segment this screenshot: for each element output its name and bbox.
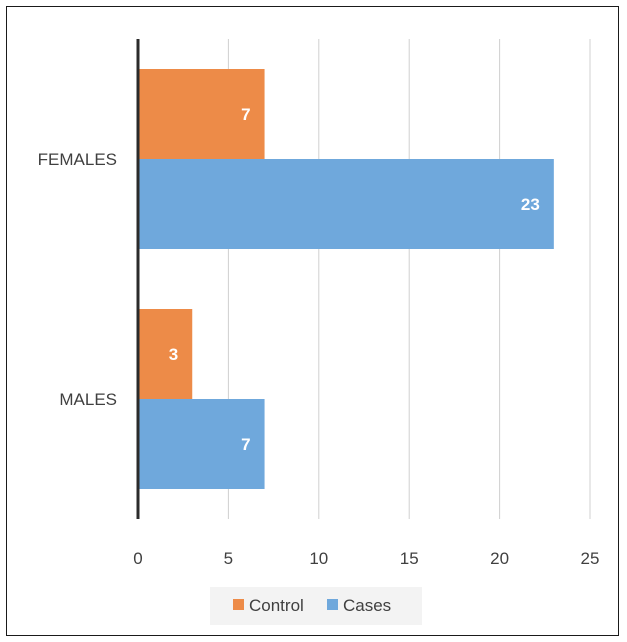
bar-cases-males (138, 399, 265, 489)
data-label: 7 (241, 435, 250, 454)
x-tick-label: 0 (133, 549, 142, 568)
x-tick-label: 25 (581, 549, 600, 568)
x-tick-label: 10 (309, 549, 328, 568)
data-label: 7 (241, 105, 250, 124)
data-label: 23 (521, 195, 540, 214)
bar-layer (138, 69, 554, 489)
legend-box (210, 587, 422, 625)
x-tick-label: 20 (490, 549, 509, 568)
x-tick-label: 15 (400, 549, 419, 568)
chart-svg: 0 5 10 15 20 25 7 23 FEMALES 3 7 MALES Control Cases (38, 39, 600, 625)
legend-label: Cases (343, 596, 391, 615)
category-label: FEMALES (38, 150, 117, 169)
label-layer: 0 5 10 15 20 25 7 23 FEMALES 3 7 MALES (38, 105, 600, 568)
legend-layer: Control Cases (210, 587, 422, 625)
bar-control-females (138, 69, 265, 159)
legend-swatch (327, 599, 338, 610)
chart-frame: 0 5 10 15 20 25 7 23 FEMALES 3 7 MALES Control Cases (6, 6, 619, 636)
bar-cases-females (138, 159, 554, 249)
legend-swatch (233, 599, 244, 610)
bar-control-males (138, 309, 193, 399)
grid-layer (227, 39, 591, 519)
x-tick-label: 5 (224, 549, 233, 568)
category-label: MALES (59, 390, 117, 409)
legend-label: Control (249, 596, 304, 615)
data-label: 3 (169, 345, 178, 364)
